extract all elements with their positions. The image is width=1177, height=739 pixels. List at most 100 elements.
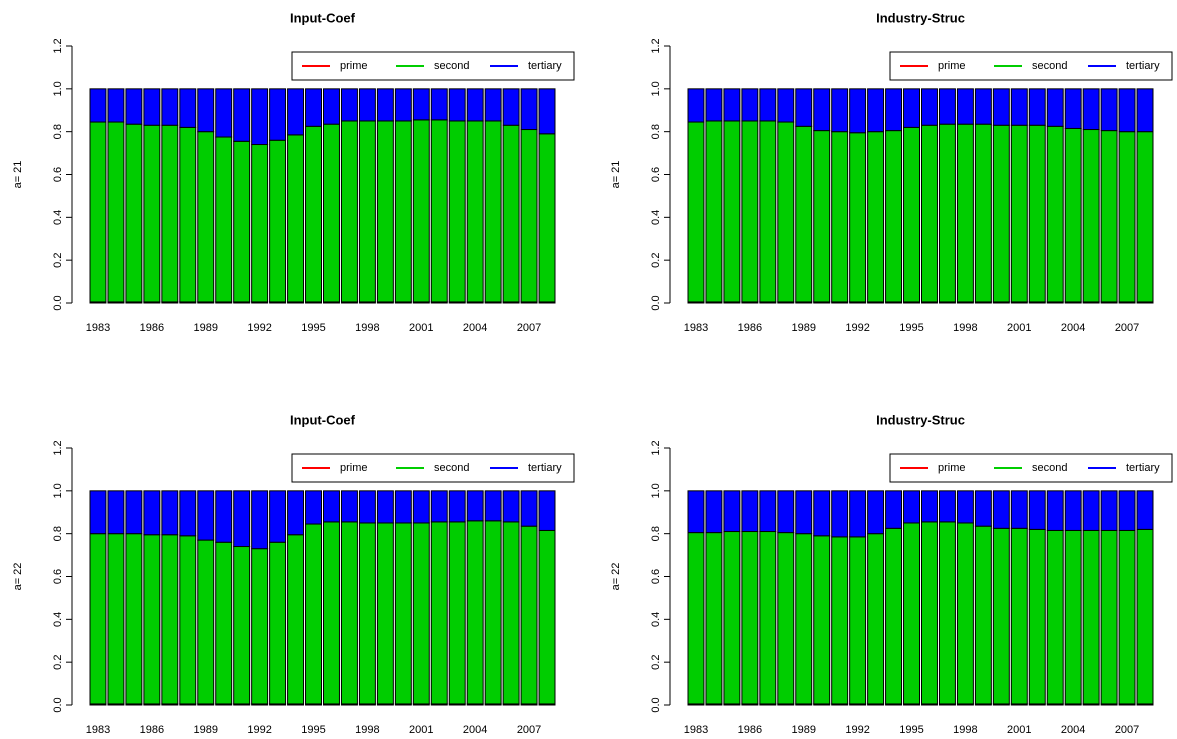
bar-segment [269, 88, 287, 141]
bar-segment [143, 88, 161, 126]
x-tick-label: 2007 [517, 724, 541, 736]
bar-segment [741, 490, 759, 533]
x-tick-label: 2001 [1007, 724, 1031, 736]
x-tick-label: 1989 [194, 322, 218, 334]
bar-segment [759, 531, 777, 705]
bar-segment [1118, 490, 1136, 531]
bar-segment [813, 490, 831, 537]
bar-segment [885, 527, 903, 705]
chart-title: Input-Coef [290, 10, 356, 25]
y-tick-label: 1.0 [52, 81, 64, 96]
bar-segment [1082, 490, 1100, 531]
bar-segment [89, 88, 107, 123]
bar-segment [107, 88, 125, 123]
x-tick-label: 1995 [301, 724, 325, 736]
chart-title: Industry-Struc [876, 10, 965, 25]
x-tick-label: 1989 [194, 724, 218, 736]
bar-segment [705, 88, 723, 122]
bar-segment [1082, 129, 1100, 303]
bar-segment [1082, 529, 1100, 705]
bar-segment [867, 131, 885, 303]
bar-segment [251, 490, 269, 550]
bar-segment [484, 88, 502, 122]
bar-segment [687, 490, 705, 534]
bar-segment [1064, 490, 1082, 531]
bar-segment [956, 88, 974, 125]
bar-segment [777, 88, 795, 123]
x-tick-label: 2004 [463, 724, 487, 736]
bar-segment [323, 490, 340, 523]
bar-segment [179, 126, 197, 303]
bar-segment [107, 121, 125, 303]
legend-label: second [434, 462, 469, 474]
chart-title: Input-Coef [290, 412, 356, 427]
bar-segment [992, 88, 1010, 126]
bar-segment [956, 123, 974, 303]
bar-segment [125, 533, 143, 705]
bar-segment [161, 534, 179, 705]
bar-segment [269, 139, 287, 303]
bar-segment [143, 534, 161, 705]
bar-segment [974, 490, 992, 527]
bar-segment [340, 88, 358, 122]
legend-label: tertiary [528, 60, 562, 72]
bar-segment [520, 490, 538, 527]
bar-segment [89, 533, 107, 705]
bar-segment [705, 490, 723, 534]
bar-segment [323, 123, 340, 303]
bar-segment [741, 88, 759, 122]
x-tick-label: 1992 [845, 724, 869, 736]
y-tick-label: 0.2 [52, 253, 64, 268]
bar-segment [992, 490, 1010, 529]
bar-segment [412, 119, 430, 303]
legend-label: tertiary [1126, 60, 1160, 72]
y-tick-label: 0.8 [52, 124, 64, 139]
bar-segment [831, 536, 849, 705]
y-tick-label: 0.4 [52, 210, 64, 225]
bar-segment [956, 522, 974, 705]
bar-segment [1118, 88, 1136, 133]
y-tick-label: 0.8 [650, 124, 662, 139]
bar-segment [813, 88, 831, 132]
bar-segment [1118, 529, 1136, 705]
bar-segment [161, 124, 179, 303]
bar-segment [287, 534, 305, 705]
x-tick-label: 1986 [738, 724, 762, 736]
bar-segment [1100, 529, 1118, 705]
bar-segment [466, 120, 484, 303]
bar-segment [723, 120, 741, 303]
bar-segment [687, 88, 705, 123]
bar-segment [197, 539, 215, 705]
bar-segment [502, 88, 520, 126]
bar-segment [376, 522, 394, 705]
bar-segment [1010, 124, 1028, 303]
bar-segment [233, 546, 251, 705]
bar-segment [1136, 131, 1154, 303]
y-tick-label: 1.0 [650, 483, 662, 498]
x-tick-label: 2004 [1061, 322, 1085, 334]
bar-segment [179, 535, 197, 705]
bar-segment [974, 525, 992, 705]
bar-segment [287, 490, 305, 536]
x-tick-label: 1995 [899, 724, 923, 736]
y-tick-label: 0.4 [52, 612, 64, 627]
bar-segment [938, 490, 956, 523]
bar-segment [89, 121, 107, 303]
bar-segment [305, 88, 322, 127]
bar-segment [777, 532, 795, 705]
bar-segment [1100, 88, 1118, 132]
legend-label: prime [340, 462, 368, 474]
bar-segment [1136, 490, 1154, 530]
y-tick-label: 1.2 [52, 440, 64, 455]
bar-segment [358, 522, 376, 705]
x-tick-label: 2001 [409, 724, 433, 736]
bar-segment [251, 88, 269, 146]
y-tick-label: 0.0 [650, 295, 662, 310]
bar-segment [430, 119, 448, 303]
bar-segment [358, 490, 376, 524]
bar-segment [520, 88, 538, 131]
bar-segment [484, 490, 502, 522]
bar-segment [992, 527, 1010, 705]
bar-segment [394, 522, 412, 705]
bar-segment [1028, 528, 1046, 705]
